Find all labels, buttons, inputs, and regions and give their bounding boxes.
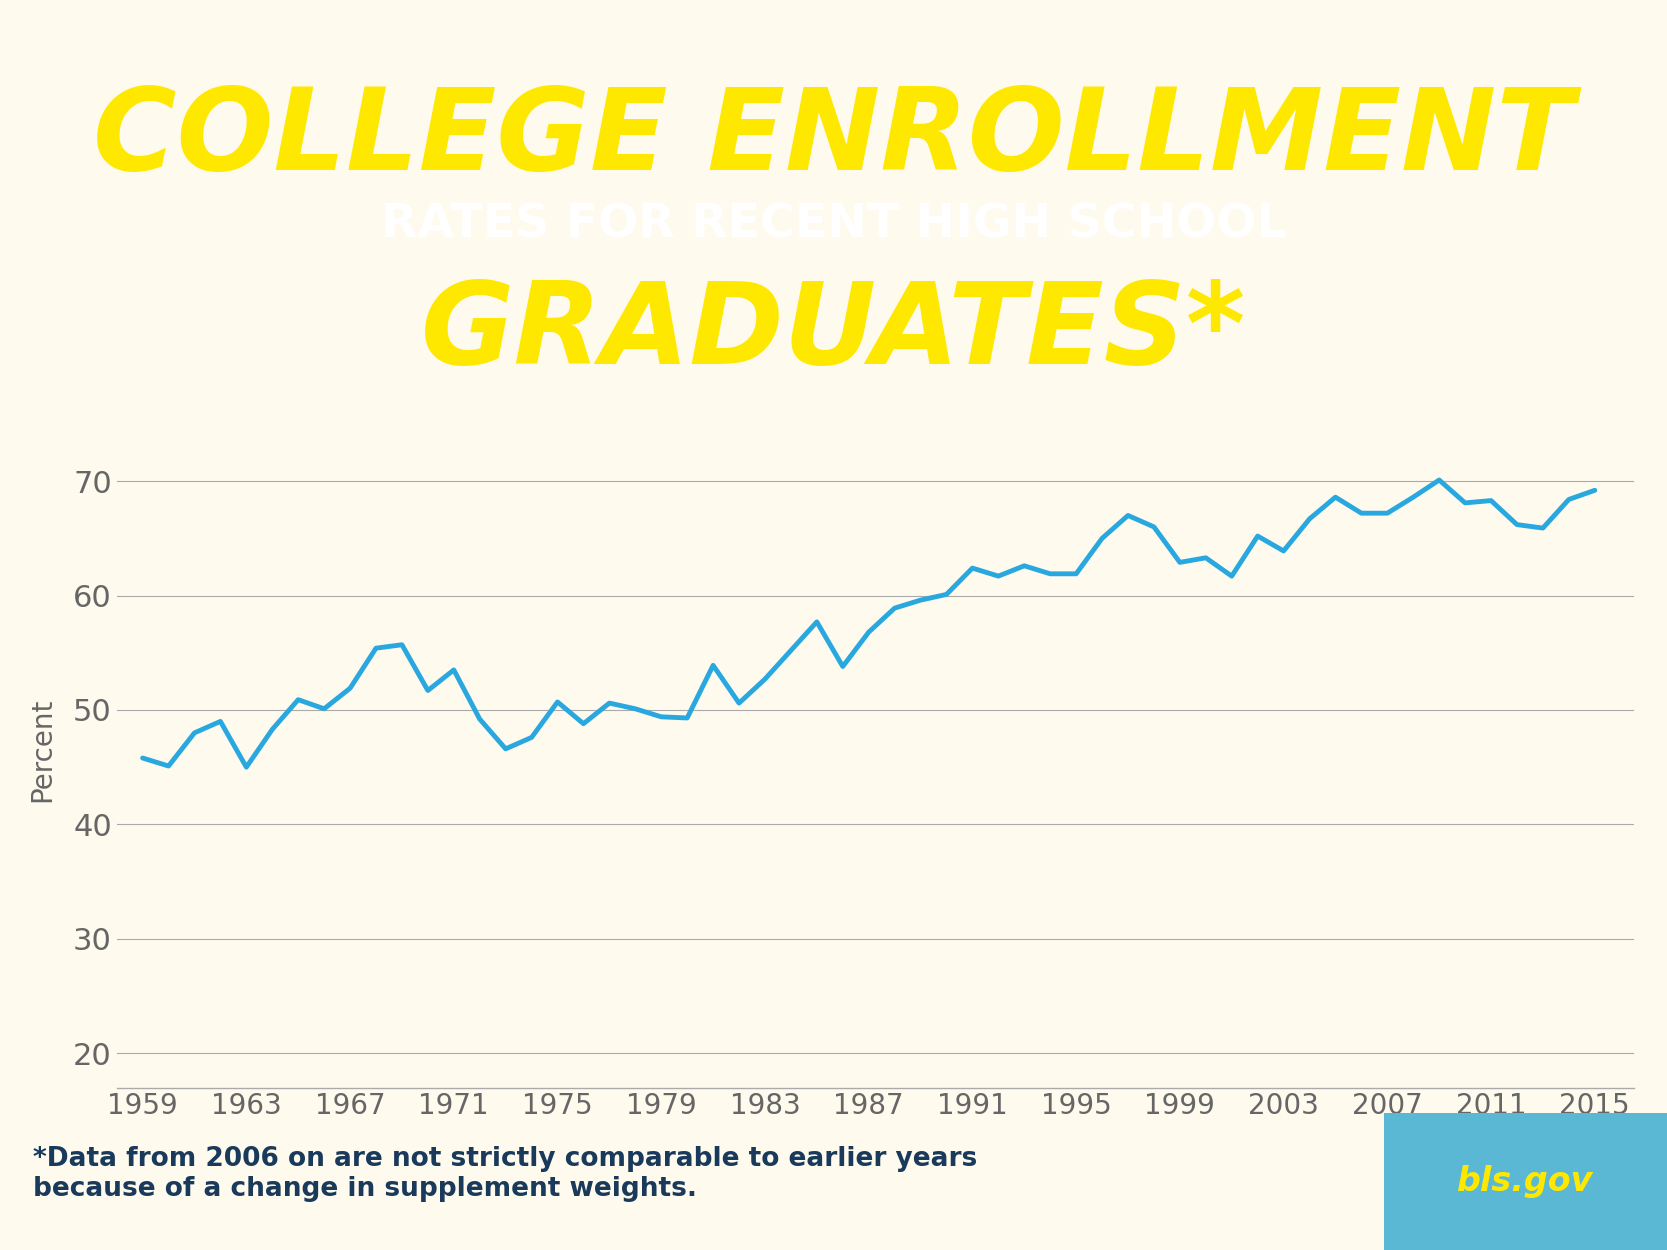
Text: *Data from 2006 on are not strictly comparable to earlier years
because of a cha: *Data from 2006 on are not strictly comp… — [33, 1146, 977, 1202]
Text: RATES FOR RECENT HIGH SCHOOL: RATES FOR RECENT HIGH SCHOOL — [380, 202, 1287, 248]
Text: COLLEGE ENROLLMENT: COLLEGE ENROLLMENT — [93, 82, 1574, 194]
Text: GRADUATES*: GRADUATES* — [420, 278, 1247, 389]
Y-axis label: Percent: Percent — [28, 698, 57, 803]
Text: bls.gov: bls.gov — [1457, 1165, 1594, 1198]
FancyBboxPatch shape — [1384, 1112, 1667, 1250]
